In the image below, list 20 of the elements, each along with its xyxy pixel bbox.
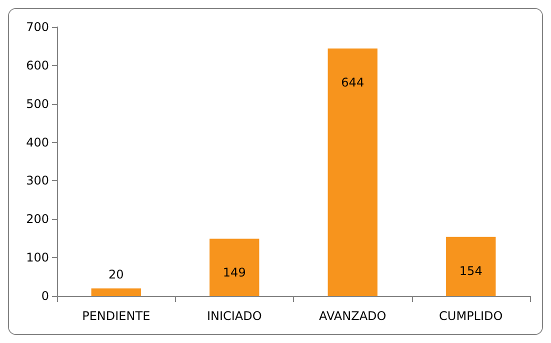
bar xyxy=(446,236,496,296)
y-tick-label: 600 xyxy=(26,58,49,72)
x-tick-label: INICIADO xyxy=(206,309,262,323)
y-tick-label: 200 xyxy=(26,212,49,226)
y-tick-label: 500 xyxy=(26,96,49,111)
y-tick-label: 300 xyxy=(26,174,49,188)
x-tick-label: PENDIENTE xyxy=(82,309,150,323)
y-tick-label: 700 xyxy=(26,20,49,34)
x-tick-label: AVANZADO xyxy=(319,309,386,323)
data-label: 20 xyxy=(108,267,124,282)
data-label: 149 xyxy=(222,266,246,280)
data-label: 154 xyxy=(459,264,482,278)
x-tick-label: CUMPLIDO xyxy=(439,309,503,323)
bar xyxy=(210,238,260,296)
y-tick-label: 400 xyxy=(26,135,49,150)
data-label: 644 xyxy=(341,76,364,90)
bar xyxy=(328,48,378,296)
bar xyxy=(91,288,141,296)
y-tick-label: 100 xyxy=(26,250,49,265)
y-tick-label: 0 xyxy=(41,289,49,303)
